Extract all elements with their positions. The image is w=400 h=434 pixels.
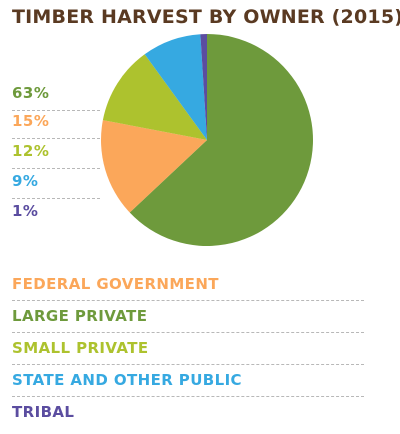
- percent-label-tribal: 1%: [12, 202, 39, 220]
- percent-label-large-private: 63%: [12, 84, 50, 102]
- legend-label: FEDERAL GOVERNMENT: [12, 275, 219, 293]
- pie-slice-state-and-other-public: [144, 34, 207, 140]
- percent-label-row: 9%: [12, 170, 100, 199]
- percent-label-small-private: 12%: [12, 142, 50, 160]
- legend-item-state-and-other-public: STATE AND OTHER PUBLIC: [12, 364, 364, 397]
- legend-label: LARGE PRIVATE: [12, 307, 148, 325]
- pie-slice-large-private: [129, 34, 313, 247]
- percent-label-row: 12%: [12, 140, 100, 169]
- percent-label-row: 15%: [12, 110, 100, 139]
- pie-slice-federal-government: [101, 120, 207, 213]
- legend-label: TRIBAL: [12, 403, 75, 421]
- percent-label-federal-government: 15%: [12, 112, 50, 130]
- legend-item-small-private: SMALL PRIVATE: [12, 332, 364, 365]
- pie-slice-tribal: [200, 34, 207, 140]
- percent-label-row: 1%: [12, 200, 100, 228]
- legend-item-large-private: LARGE PRIVATE: [12, 300, 364, 333]
- legend-label: STATE AND OTHER PUBLIC: [12, 371, 242, 389]
- percent-label-row: 63%: [12, 82, 100, 111]
- legend-item-tribal: TRIBAL: [12, 396, 364, 428]
- legend-item-federal-government: FEDERAL GOVERNMENT: [12, 268, 364, 301]
- legend-label: SMALL PRIVATE: [12, 339, 149, 357]
- pie-slice-small-private: [102, 54, 207, 140]
- percent-label-state-and-other-public: 9%: [12, 172, 39, 190]
- chart-title: TIMBER HARVEST BY OWNER (2015): [12, 6, 400, 28]
